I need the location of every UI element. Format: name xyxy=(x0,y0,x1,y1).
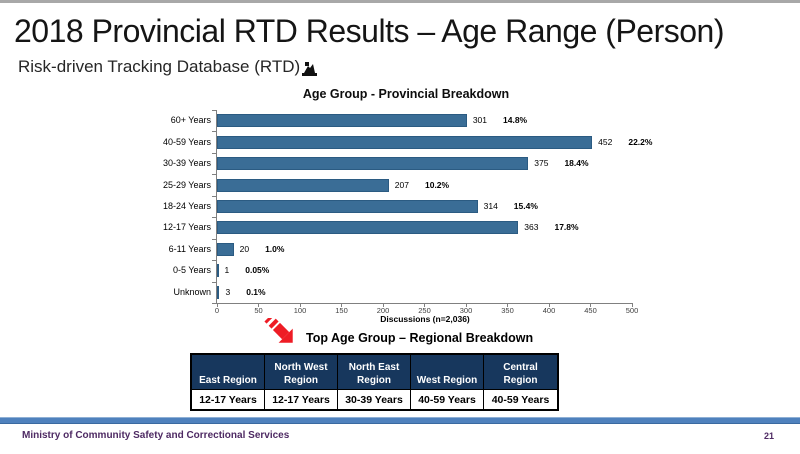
y-tick xyxy=(212,110,216,111)
regional-table: East RegionNorth West RegionNorth East R… xyxy=(190,353,559,411)
percent-label: 22.2% xyxy=(628,137,652,147)
x-tick-label: 200 xyxy=(368,306,398,315)
bar-value-labels: 375 18.4% xyxy=(534,158,588,168)
regional-table-data-row: 12-17 Years12-17 Years30-39 Years40-59 Y… xyxy=(192,389,557,409)
bar-value-labels: 314 15.4% xyxy=(484,201,538,211)
bar xyxy=(217,264,219,277)
regional-table-header-row: East RegionNorth West RegionNorth East R… xyxy=(192,355,557,389)
count-label: 1 xyxy=(225,265,230,275)
bar xyxy=(217,221,518,234)
y-tick xyxy=(212,217,216,218)
table-header-cell: North East Region xyxy=(338,355,411,389)
y-tick xyxy=(212,239,216,240)
percent-label: 14.8% xyxy=(503,115,527,125)
table-data-cell: 40-59 Years xyxy=(411,389,484,409)
bar-value-labels: 363 17.8% xyxy=(524,222,578,232)
count-label: 3 xyxy=(225,287,230,297)
count-label: 314 xyxy=(484,201,498,211)
bar-value-labels: 207 10.2% xyxy=(395,180,449,190)
page-number: 21 xyxy=(764,431,774,441)
x-tick-label: 0 xyxy=(202,306,232,315)
bar-value-labels: 3 0.1% xyxy=(225,287,265,297)
table-header-cell: West Region xyxy=(411,355,484,389)
table-header-cell: East Region xyxy=(192,355,265,389)
x-tick-label: 250 xyxy=(410,306,440,315)
regional-table-title: Top Age Group – Regional Breakdown xyxy=(306,331,533,345)
bar-value-labels: 301 14.8% xyxy=(473,115,527,125)
y-tick xyxy=(212,196,216,197)
count-label: 207 xyxy=(395,180,409,190)
footer-divider-bar xyxy=(0,417,800,424)
x-tick-label: 50 xyxy=(244,306,274,315)
count-label: 375 xyxy=(534,158,548,168)
percent-label: 15.4% xyxy=(514,201,538,211)
bar xyxy=(217,136,592,149)
percent-label: 1.0% xyxy=(265,244,284,254)
bar-value-labels: 452 22.2% xyxy=(598,137,652,147)
slide: 2018 Provincial RTD Results – Age Range … xyxy=(0,0,800,454)
category-label: 30-39 Years xyxy=(95,158,211,168)
percent-label: 0.1% xyxy=(246,287,265,297)
category-label: 0-5 Years xyxy=(95,265,211,275)
rtd-icon xyxy=(301,61,318,77)
y-tick xyxy=(212,282,216,283)
table-header-cell: North West Region xyxy=(265,355,338,389)
chart-title: Age Group - Provincial Breakdown xyxy=(196,87,616,101)
bar xyxy=(217,114,467,127)
percent-label: 17.8% xyxy=(554,222,578,232)
y-tick xyxy=(212,260,216,261)
bar-value-labels: 20 1.0% xyxy=(240,244,285,254)
category-label: 60+ Years xyxy=(95,115,211,125)
category-label: Unknown xyxy=(95,287,211,297)
table-data-cell: 12-17 Years xyxy=(265,389,338,409)
x-tick-label: 150 xyxy=(327,306,357,315)
bar-value-labels: 1 0.05% xyxy=(225,265,270,275)
bar xyxy=(217,179,389,192)
y-axis-line xyxy=(216,110,217,304)
table-data-cell: 12-17 Years xyxy=(192,389,265,409)
category-label: 40-59 Years xyxy=(95,137,211,147)
x-tick-label: 450 xyxy=(576,306,606,315)
x-tick-label: 100 xyxy=(285,306,315,315)
page-title: 2018 Provincial RTD Results – Age Range … xyxy=(14,13,724,50)
bar xyxy=(217,286,219,299)
category-label: 18-24 Years xyxy=(95,201,211,211)
top-strip xyxy=(0,0,800,3)
bar xyxy=(217,200,478,213)
x-tick-label: 500 xyxy=(617,306,647,315)
count-label: 301 xyxy=(473,115,487,125)
percent-label: 18.4% xyxy=(564,158,588,168)
y-tick xyxy=(212,153,216,154)
count-label: 20 xyxy=(240,244,249,254)
category-label: 25-29 Years xyxy=(95,180,211,190)
table-data-cell: 30-39 Years xyxy=(338,389,411,409)
bar xyxy=(217,243,234,256)
slide-subtitle: Risk-driven Tracking Database (RTD) xyxy=(18,57,318,77)
y-tick xyxy=(212,174,216,175)
x-tick-label: 400 xyxy=(534,306,564,315)
y-tick xyxy=(212,131,216,132)
percent-label: 0.05% xyxy=(245,265,269,275)
percent-label: 10.2% xyxy=(425,180,449,190)
subtitle-text: Risk-driven Tracking Database (RTD) xyxy=(18,57,300,77)
footer-ministry-text: Ministry of Community Safety and Correct… xyxy=(22,430,289,441)
category-label: 12-17 Years xyxy=(95,222,211,232)
table-data-cell: 40-59 Years xyxy=(484,389,557,409)
bar xyxy=(217,157,528,170)
count-label: 452 xyxy=(598,137,612,147)
x-tick-label: 350 xyxy=(493,306,523,315)
x-tick-label: 300 xyxy=(451,306,481,315)
category-label: 6-11 Years xyxy=(95,244,211,254)
y-tick xyxy=(212,303,216,304)
table-header-cell: Central Region xyxy=(484,355,557,389)
count-label: 363 xyxy=(524,222,538,232)
